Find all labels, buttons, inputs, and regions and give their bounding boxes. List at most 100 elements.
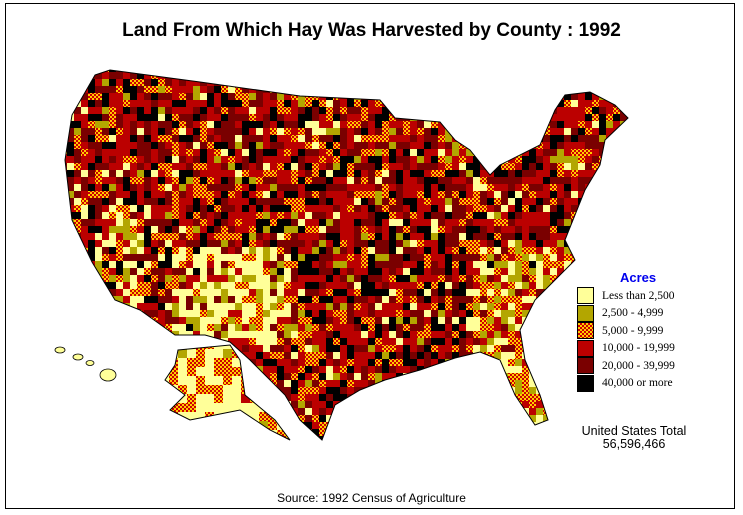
county-cell — [438, 415, 445, 422]
county-cell — [424, 72, 431, 79]
county-cell — [144, 114, 151, 121]
county-cell — [396, 170, 403, 177]
county-cell — [543, 149, 550, 156]
county-cell — [116, 247, 123, 254]
county-cell — [235, 443, 242, 450]
county-cell — [284, 345, 291, 352]
legend: Less than 2,500 2,500 - 4,999 5,000 - 9,… — [577, 287, 675, 392]
county-cell — [193, 79, 200, 86]
county-cell — [466, 429, 473, 436]
county-cell — [242, 177, 249, 184]
county-cell — [172, 226, 179, 233]
county-cell — [74, 107, 81, 114]
county-cell — [494, 121, 501, 128]
legend-label: 20,000 - 39,999 — [602, 359, 675, 372]
county-cell — [116, 394, 123, 401]
county-cell — [487, 352, 494, 359]
county-cell — [81, 422, 88, 429]
county-cell — [249, 100, 256, 107]
county-cell — [312, 261, 319, 268]
county-cell — [88, 219, 95, 226]
county-cell — [151, 219, 158, 226]
county-cell — [291, 212, 298, 219]
county-cell — [627, 219, 628, 226]
county-cell — [298, 121, 305, 128]
county-cell — [564, 79, 571, 86]
county-cell — [158, 156, 165, 163]
county-cell — [473, 282, 480, 289]
county-cell — [368, 401, 375, 408]
county-cell — [445, 135, 452, 142]
county-cell — [529, 331, 536, 338]
county-cell — [536, 226, 543, 233]
county-cell — [445, 401, 452, 408]
county-cell — [634, 212, 641, 219]
county-cell — [368, 212, 375, 219]
county-cell — [480, 254, 487, 261]
county-cell — [263, 70, 270, 72]
county-cell — [95, 324, 102, 331]
county-cell — [81, 338, 88, 345]
county-cell — [529, 163, 536, 170]
county-cell — [375, 289, 382, 296]
county-cell — [158, 380, 165, 387]
county-cell — [368, 345, 375, 352]
county-cell — [473, 303, 480, 310]
county-cell — [102, 310, 109, 317]
county-cell — [494, 93, 501, 100]
county-cell — [200, 72, 207, 79]
county-cell — [557, 303, 564, 310]
county-cell — [487, 212, 494, 219]
county-cell — [396, 93, 403, 100]
county-cell — [95, 254, 102, 261]
county-cell — [445, 296, 452, 303]
county-cell — [65, 212, 67, 219]
county-cell — [466, 219, 473, 226]
county-cell — [459, 177, 466, 184]
county-cell — [494, 380, 501, 387]
county-cell — [557, 212, 564, 219]
county-cell — [187, 376, 196, 385]
county-cell — [319, 422, 326, 429]
county-cell — [564, 373, 571, 380]
county-cell — [102, 261, 109, 268]
county-cell — [536, 254, 543, 261]
county-cell — [403, 100, 410, 107]
county-cell — [284, 324, 291, 331]
county-cell — [508, 443, 515, 450]
county-cell — [466, 72, 473, 79]
county-cell — [389, 86, 396, 93]
county-cell — [396, 247, 403, 254]
county-cell — [95, 205, 102, 212]
county-cell — [620, 142, 627, 149]
county-cell — [277, 240, 284, 247]
county-cell — [116, 254, 123, 261]
county-cell — [459, 198, 466, 205]
county-cell — [158, 254, 165, 261]
county-cell — [389, 310, 396, 317]
county-cell — [578, 212, 585, 219]
county-cell — [354, 128, 361, 135]
county-cell — [312, 436, 319, 440]
county-cell — [291, 72, 298, 79]
county-cell — [291, 268, 298, 275]
county-cell — [263, 177, 270, 184]
county-cell — [67, 331, 74, 338]
county-cell — [613, 79, 620, 86]
county-cell — [214, 289, 221, 296]
county-cell — [543, 114, 550, 121]
county-cell — [256, 142, 263, 149]
county-cell — [158, 261, 165, 268]
county-cell — [137, 79, 144, 86]
county-cell — [178, 430, 187, 439]
county-cell — [438, 170, 445, 177]
county-cell — [326, 156, 333, 163]
county-cell — [214, 114, 221, 121]
county-cell — [403, 352, 410, 359]
county-cell — [187, 394, 196, 403]
county-cell — [263, 254, 270, 261]
county-cell — [312, 233, 319, 240]
county-cell — [557, 282, 564, 289]
county-cell — [123, 275, 130, 282]
county-cell — [515, 289, 522, 296]
